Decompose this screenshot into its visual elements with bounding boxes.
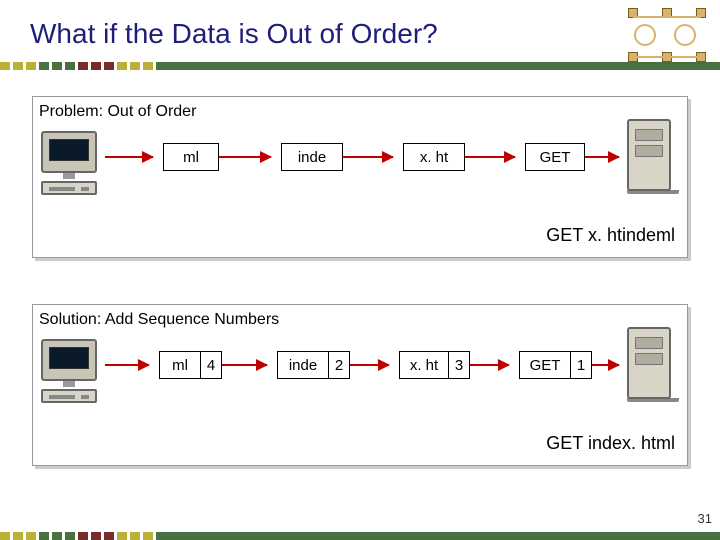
flow-arrow (592, 364, 619, 366)
packet-box: inde (281, 143, 343, 171)
problem-panel: Problem: Out of Order GET x. htindeml ml… (32, 96, 688, 258)
slide-title: What if the Data is Out of Order? (30, 18, 438, 50)
flow-arrow (219, 156, 271, 158)
packet-box: inde (277, 351, 329, 379)
solution-panel: Solution: Add Sequence Numbers GET index… (32, 304, 688, 466)
packet-box: ml (159, 351, 201, 379)
packet-seq: 4 (200, 351, 222, 379)
packet-seq: 1 (570, 351, 592, 379)
packet-box: GET (525, 143, 585, 171)
server-tower-icon (627, 327, 679, 402)
packet-box: x. ht (403, 143, 465, 171)
solution-result-text: GET index. html (546, 433, 675, 454)
flow-arrow (585, 156, 619, 158)
flow-arrow (465, 156, 515, 158)
flow-arrow (105, 364, 149, 366)
slide-bottom-bar (0, 532, 720, 540)
flow-arrow (343, 156, 393, 158)
packet-box: x. ht (399, 351, 449, 379)
flow-arrow (222, 364, 267, 366)
flow-arrow (470, 364, 509, 366)
server-tower-icon (627, 119, 679, 194)
packet-seq: 3 (448, 351, 470, 379)
packet-box: GET (519, 351, 571, 379)
packet-box: ml (163, 143, 219, 171)
flow-arrow (105, 156, 153, 158)
title-underline (0, 62, 720, 70)
slide-corner-icon (628, 8, 708, 64)
problem-result-text: GET x. htindeml (546, 225, 675, 246)
packet-seq: 2 (328, 351, 350, 379)
page-number: 31 (698, 511, 712, 526)
flow-arrow (350, 364, 389, 366)
client-computer-icon (41, 131, 97, 195)
problem-label: Problem: Out of Order (39, 103, 196, 121)
solution-label: Solution: Add Sequence Numbers (39, 311, 279, 329)
client-computer-icon (41, 339, 97, 403)
